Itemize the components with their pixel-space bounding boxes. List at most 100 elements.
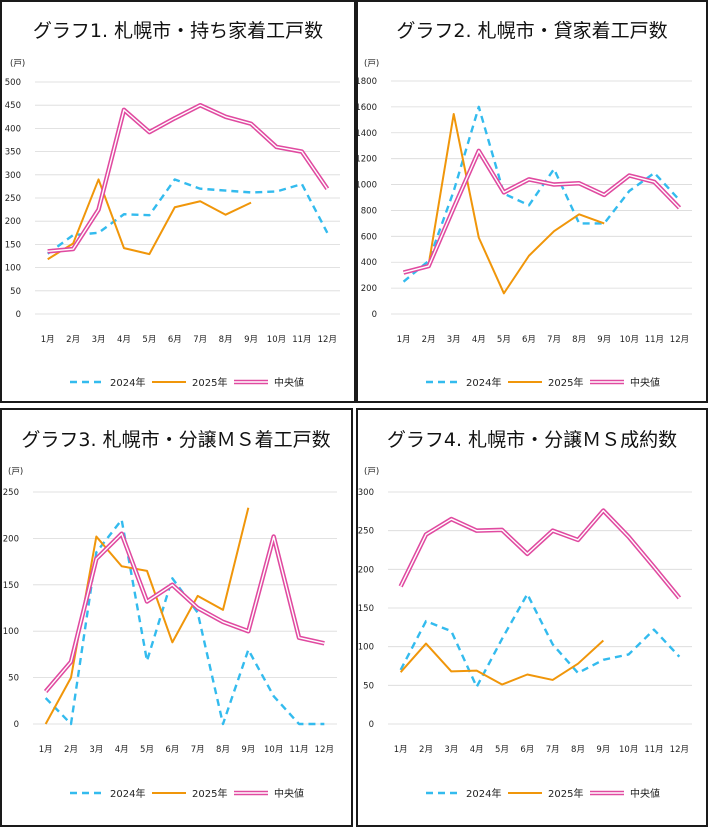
chart-4-xtick-label: 5月 bbox=[495, 745, 509, 755]
chart-2-xtick-label: 3月 bbox=[447, 335, 461, 345]
chart-2-plot: 0 200 400 600 800 1000 1200 1400 1600 1800 1月 2月 3月 4… bbox=[358, 77, 692, 389]
chart-3-xtick-label: 8月 bbox=[216, 745, 230, 755]
chart-2-xtick-label: 9月 bbox=[597, 335, 611, 345]
chart-4-xtick-label: 9月 bbox=[596, 745, 610, 755]
chart-1-series-median-line bbox=[47, 102, 330, 254]
chart-1-ytick-label: 350 bbox=[5, 148, 21, 158]
chart-4-ytick-label: 250 bbox=[358, 527, 374, 537]
chart-3-xtick-label: 6月 bbox=[165, 745, 179, 755]
chart-4-ytick-label: 0 bbox=[369, 720, 374, 730]
chart-1-ytick-label: 150 bbox=[5, 240, 21, 250]
chart-4-series-2025-line bbox=[399, 639, 605, 686]
chart-3-xtick-label: 3月 bbox=[89, 745, 103, 755]
chart-3-xtick-label: 10月 bbox=[264, 745, 283, 755]
chart-panel-4: グラフ4. 札幌市・分譲ＭＳ成約数 (戸) 0 50 100 150 200 250 300… bbox=[356, 408, 708, 827]
chart-1-ytick-label: 250 bbox=[5, 194, 21, 204]
chart-2-legend-median: 中央値 bbox=[590, 376, 660, 389]
chart-1-ytick-label: 300 bbox=[5, 171, 21, 181]
chart-2-xtick-label: 8月 bbox=[572, 335, 586, 345]
chart-1-ytick-label: 450 bbox=[5, 101, 21, 111]
chart-1-ytick-label: 500 bbox=[5, 78, 21, 88]
chart-2-ytick-label: 800 bbox=[361, 206, 377, 216]
chart-2-xtick-label: 7月 bbox=[547, 335, 561, 345]
chart-3-ytick-label: 0 bbox=[14, 720, 19, 730]
legend-label-median: 中央値 bbox=[274, 787, 304, 800]
chart-1-ytick-label: 200 bbox=[5, 217, 21, 227]
chart-1-legend-median: 中央値 bbox=[234, 376, 304, 389]
chart-3-ytick-label: 100 bbox=[3, 627, 19, 637]
chart-3-xtick-label: 11月 bbox=[289, 745, 308, 755]
chart-1-series-median-inner bbox=[47, 104, 328, 253]
chart-1-xtick-label: 8月 bbox=[219, 335, 233, 345]
chart-4-xtick-label: 6月 bbox=[520, 745, 534, 755]
legend-label-y2024: 2024年 bbox=[466, 376, 501, 389]
legend-label-y2025: 2025年 bbox=[548, 376, 583, 389]
chart-2-ytick-label: 1400 bbox=[358, 129, 377, 139]
chart-4-ytick-label: 150 bbox=[358, 604, 374, 614]
chart-4-xtick-label: 11月 bbox=[644, 745, 663, 755]
chart-1-xtick-label: 11月 bbox=[292, 335, 311, 345]
chart-3-xtick-label: 12月 bbox=[315, 745, 334, 755]
chart-3-xtick-label: 1月 bbox=[39, 745, 53, 755]
chart-2-xtick-label: 5月 bbox=[497, 335, 511, 345]
chart-4-title: グラフ4. 札幌市・分譲ＭＳ成約数 bbox=[387, 429, 677, 451]
chart-2-legend-y2024: 2024年 bbox=[426, 376, 501, 389]
chart-2-ytick-label: 0 bbox=[372, 310, 377, 320]
chart-4-unit: (戸) bbox=[364, 467, 379, 477]
chart-2-xtick-label: 6月 bbox=[522, 335, 536, 345]
chart-4-legend-y2025: 2025年 bbox=[508, 787, 583, 800]
chart-4-svg: グラフ4. 札幌市・分譲ＭＳ成約数 (戸) 0 50 100 150 200 250 300… bbox=[358, 429, 692, 800]
chart-1-xtick-label: 7月 bbox=[193, 335, 207, 345]
chart-3-legend-y2024: 2024年 bbox=[70, 787, 145, 800]
chart-4-ytick-label: 200 bbox=[358, 565, 374, 575]
chart-3-unit: (戸) bbox=[8, 467, 23, 477]
chart-4-xtick-label: 7月 bbox=[546, 745, 560, 755]
chart-1-ytick-label: 100 bbox=[5, 264, 21, 274]
chart-1-xtick-label: 9月 bbox=[244, 335, 258, 345]
chart-2-legend-y2025: 2025年 bbox=[508, 376, 583, 389]
chart-1-series-2025-line bbox=[47, 178, 252, 261]
chart-1-xtick-label: 10月 bbox=[267, 335, 286, 345]
chart-3-plot: 0 50 100 150 200 250 1月 2月 3月 4月 5月 6月 7月 8月 9月 10月 11月 1… bbox=[3, 488, 337, 800]
chart-3-xtick-label: 5月 bbox=[140, 745, 154, 755]
chart-3-ytick-label: 250 bbox=[3, 488, 19, 498]
chart-3-series-2025-line bbox=[44, 507, 250, 725]
chart-3-legend-median: 中央値 bbox=[234, 787, 304, 800]
chart-3-series-2024-line bbox=[44, 518, 325, 726]
chart-3-svg: グラフ3. 札幌市・分譲ＭＳ着工戸数 (戸) 0 50 100 150 200 250 1月… bbox=[3, 429, 337, 800]
chart-3-legend-y2025: 2025年 bbox=[152, 787, 227, 800]
chart-3-xtick-label: 4月 bbox=[115, 745, 129, 755]
chart-1-xtick-label: 6月 bbox=[168, 335, 182, 345]
legend-label-y2024: 2024年 bbox=[110, 376, 145, 389]
chart-1-xtick-label: 1月 bbox=[41, 335, 55, 345]
chart-2-ytick-label: 1600 bbox=[358, 103, 377, 113]
chart-1-plot: 0 50 100 150 200 250 300 350 400 450 500 1月 2月 3月 4月 5月… bbox=[5, 78, 340, 389]
legend-label-median: 中央値 bbox=[274, 376, 304, 389]
chart-2-ytick-label: 1000 bbox=[358, 181, 377, 191]
chart-3-series-median-inner bbox=[45, 533, 325, 692]
chart-3-xtick-label: 2月 bbox=[64, 745, 78, 755]
chart-1-ytick-label: 400 bbox=[5, 124, 21, 134]
chart-4-legend-y2024: 2024年 bbox=[426, 787, 501, 800]
chart-2-title: グラフ2. 札幌市・貸家着工戸数 bbox=[396, 20, 667, 42]
chart-1-ytick-label: 0 bbox=[16, 310, 21, 320]
chart-3-xtick-label: 7月 bbox=[191, 745, 205, 755]
legend-label-y2025: 2025年 bbox=[192, 376, 227, 389]
chart-4-ytick-label: 50 bbox=[363, 681, 374, 691]
chart-1-svg: グラフ1. 札幌市・持ち家着工戸数 (戸) 0 50 100 150 200 250 300… bbox=[5, 20, 340, 389]
chart-2-svg: グラフ2. 札幌市・貸家着工戸数 (戸) 0 200 400 600 800 1000 12… bbox=[358, 20, 692, 389]
chart-1-xtick-label: 2月 bbox=[66, 335, 80, 345]
chart-3-ytick-label: 200 bbox=[3, 534, 19, 544]
chart-4-xtick-label: 10月 bbox=[619, 745, 638, 755]
chart-2-xtick-label: 2月 bbox=[422, 335, 436, 345]
chart-2-series-2025-line bbox=[403, 113, 605, 295]
chart-1-legend-y2025: 2025年 bbox=[152, 376, 227, 389]
chart-3-ytick-label: 50 bbox=[8, 674, 19, 684]
chart-2-unit: (戸) bbox=[364, 59, 379, 69]
chart-4-plot: 0 50 100 150 200 250 300 1月 2月 3月 4月 5月 6月 7月 8月 9月 10月 1… bbox=[358, 488, 692, 800]
chart-4-xtick-label: 12月 bbox=[670, 745, 689, 755]
chart-1-title: グラフ1. 札幌市・持ち家着工戸数 bbox=[33, 20, 323, 42]
chart-panel-1: グラフ1. 札幌市・持ち家着工戸数 (戸) 0 50 100 150 200 250 300… bbox=[0, 0, 356, 403]
chart-1-legend-y2024: 2024年 bbox=[70, 376, 145, 389]
chart-2-ytick-label: 200 bbox=[361, 284, 377, 294]
